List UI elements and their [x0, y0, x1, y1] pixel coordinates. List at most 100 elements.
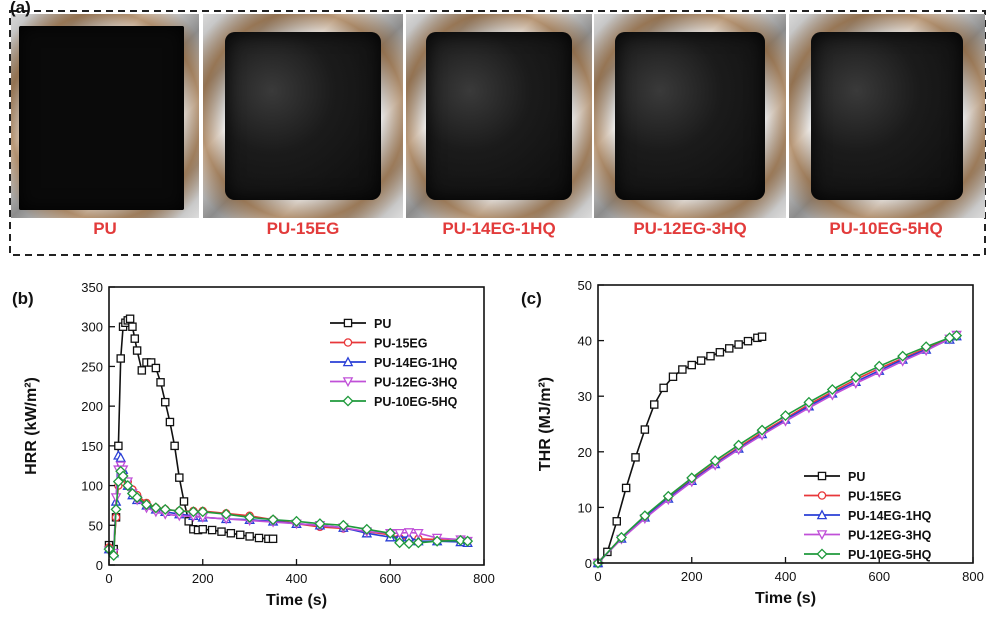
- legend-marker: [343, 318, 353, 328]
- data-point: [314, 518, 326, 530]
- data-point: [394, 537, 406, 549]
- data-point: [649, 400, 659, 409]
- series-pu: [593, 332, 767, 568]
- x-tick-label: 600: [868, 569, 890, 584]
- data-point: [897, 350, 909, 362]
- photo-pu-15eg: [203, 14, 403, 218]
- panel-a-tag: (a): [10, 0, 31, 17]
- data-point: [615, 531, 627, 543]
- y-tick-label: 100: [81, 479, 103, 494]
- legend-marker: [342, 377, 354, 388]
- data-point: [640, 425, 650, 434]
- data-point: [826, 384, 838, 396]
- x-tick-label: 400: [775, 569, 797, 584]
- legend-marker: [817, 471, 827, 481]
- x-tick-label: 400: [286, 571, 308, 586]
- y-axis-label: THR (MJ/m²): [537, 377, 554, 471]
- data-point: [412, 537, 424, 549]
- data-point: [724, 344, 734, 353]
- data-point: [659, 383, 668, 393]
- data-point: [920, 341, 932, 353]
- data-point: [756, 424, 768, 436]
- photo-pu-10eg-5hq: [789, 14, 985, 218]
- data-point: [110, 493, 122, 504]
- data-point: [254, 533, 264, 543]
- sample-label-pu-10eg-5hq: PU-10EG-5HQ: [829, 219, 943, 238]
- y-tick-label: 0: [585, 556, 592, 571]
- legend-marker: [816, 548, 828, 560]
- sample-label-pu-12eg-3hq: PU-12EG-3HQ: [633, 219, 747, 238]
- data-point: [117, 470, 129, 482]
- data-point: [403, 528, 415, 539]
- data-point: [268, 534, 278, 544]
- chart-hrr: (b) 0 200 400 600 800 0 50 100 150 200 250 300 350 Tim…: [12, 280, 495, 609]
- data-point: [198, 525, 207, 534]
- y-tick-label: 30: [578, 389, 592, 404]
- data-point: [226, 528, 236, 538]
- panel-tag: (c): [521, 289, 542, 308]
- legend-marker: [816, 530, 828, 541]
- photo-pu-14eg-1hq: [406, 14, 592, 218]
- data-point: [757, 332, 767, 341]
- data-point: [696, 356, 706, 365]
- data-point: [137, 366, 147, 375]
- data-point: [413, 528, 424, 539]
- data-point: [110, 503, 122, 515]
- data-point: [733, 439, 745, 451]
- data-point: [244, 511, 256, 523]
- data-point: [156, 378, 165, 387]
- y-tick-label: 300: [81, 320, 103, 335]
- chart-thr: (c) 0 200 400 600 800 0 10 20 30 40 50 Time (s) THR (…: [521, 278, 984, 607]
- data-point: [116, 354, 125, 363]
- data-point: [631, 453, 640, 462]
- data-point: [197, 506, 209, 518]
- series-pu-10eg-5hq: [592, 330, 963, 569]
- data-point: [187, 506, 199, 518]
- data-point: [743, 336, 753, 346]
- y-tick-label: 200: [81, 399, 103, 414]
- legend-marker: [817, 491, 827, 500]
- y-tick-label: 20: [578, 445, 592, 460]
- data-point: [384, 527, 396, 539]
- sample-label-pu-14eg-1hq: PU-14EG-1HQ: [442, 219, 556, 238]
- y-tick-label: 50: [89, 518, 103, 533]
- data-point: [160, 397, 170, 407]
- x-tick-label: 200: [681, 569, 703, 584]
- data-point: [290, 515, 303, 527]
- data-point: [125, 314, 135, 324]
- legend-label: PU-10EG-5HQ: [848, 548, 932, 562]
- legend: PU PU-15EG PU-14EG-1HQ PU-12EG-3HQ PU-10EG-5…: [330, 317, 458, 409]
- data-point: [639, 510, 651, 522]
- y-tick-label: 0: [96, 558, 103, 573]
- y-tick-label: 150: [81, 439, 103, 454]
- data-point: [678, 365, 687, 374]
- data-point: [850, 371, 862, 383]
- data-point: [159, 503, 171, 515]
- x-tick-label: 200: [192, 571, 214, 586]
- sample-label-pu: PU: [93, 219, 117, 238]
- data-point: [235, 530, 245, 540]
- data-point: [114, 441, 123, 451]
- data-point: [132, 346, 142, 355]
- data-point: [612, 517, 622, 526]
- data-point: [715, 348, 725, 357]
- data-point: [361, 523, 373, 535]
- x-tick-label: 0: [105, 571, 112, 586]
- data-point: [403, 538, 415, 550]
- x-axis-label: Time (s): [266, 592, 327, 609]
- data-point: [734, 340, 743, 349]
- data-point: [686, 472, 698, 484]
- legend-label: PU-10EG-5HQ: [374, 395, 458, 409]
- data-point: [173, 505, 185, 517]
- y-tick-label: 350: [81, 280, 103, 295]
- data-point: [621, 483, 631, 493]
- data-point: [709, 455, 721, 467]
- data-point: [337, 519, 349, 531]
- data-point: [112, 476, 124, 488]
- legend: PU PU-15EG PU-14EG-1HQ PU-12EG-3HQ PU-10EG-5…: [804, 470, 932, 562]
- data-point: [131, 491, 143, 504]
- panel-a-photos: (a) PU PU-15EG PU-14EG-1HQ PU-12EG-3HQ P…: [0, 0, 992, 262]
- x-axis-label: Time (s): [755, 590, 816, 607]
- data-point: [455, 534, 467, 546]
- data-point: [217, 527, 226, 536]
